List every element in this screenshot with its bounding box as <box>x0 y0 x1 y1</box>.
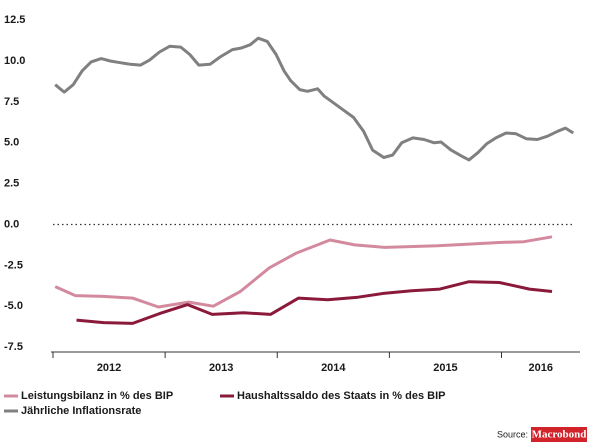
y-tick-label: 2.5 <box>4 178 19 190</box>
legend-label: Jährliche Inflationsrate <box>21 405 141 417</box>
x-tick-label: 2013 <box>209 362 233 374</box>
series-line <box>54 235 553 309</box>
x-tick-label: 2015 <box>433 362 457 374</box>
legend-label: Haushaltssaldo des Staats in % des BIP <box>237 390 445 402</box>
y-tick-label: 5.0 <box>4 137 19 149</box>
y-tick-label: -7.5 <box>4 341 23 353</box>
x-tick-label: 2014 <box>321 362 346 374</box>
y-tick-label: 12.5 <box>4 14 25 26</box>
source-brand: Macrobond <box>532 429 587 441</box>
y-tick-label: 10.0 <box>4 55 25 67</box>
y-tick-label: 7.5 <box>4 96 19 108</box>
source-logo <box>531 427 587 442</box>
y-tick-label: -5.0 <box>4 300 23 312</box>
y-tick-label: 0.0 <box>4 218 19 230</box>
x-tick-label: 2012 <box>97 362 121 374</box>
legend-label: Leistungsbilanz in % des BIP <box>21 390 173 402</box>
source-label: Source: <box>497 429 528 439</box>
x-tick-label: 2016 <box>529 362 553 374</box>
series-line <box>54 36 575 162</box>
series-line <box>76 280 553 325</box>
y-tick-label: -2.5 <box>4 259 23 271</box>
